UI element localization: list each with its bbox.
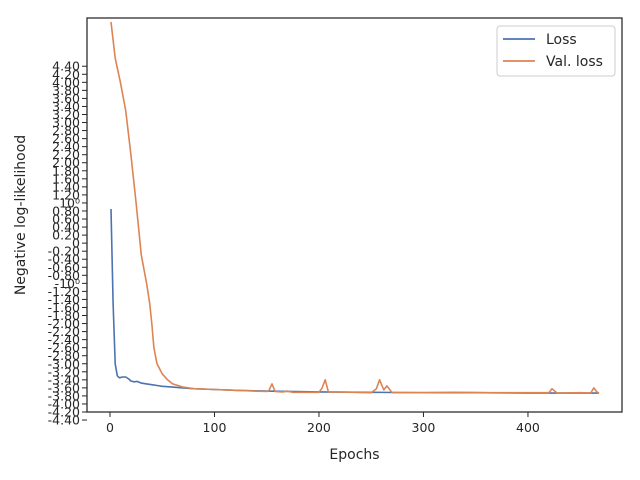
y-axis-ticks: 4.404.204.003.803.603.403.203.002.802.60… — [48, 59, 87, 428]
y-tick-label: 2.20 — [52, 147, 80, 162]
y-tick-label: -0.40 — [48, 252, 80, 267]
y-tick-label: -4.00 — [48, 396, 80, 411]
y-tick-label: 0.20 — [52, 228, 80, 243]
series-line-val-loss — [110, 21, 600, 394]
y-tick-label: -2.60 — [48, 340, 80, 355]
y-tick-label: -1.80 — [48, 308, 80, 323]
y-tick-label: -4.20 — [48, 405, 80, 420]
y-tick-label: -2.40 — [48, 332, 80, 347]
y-axis-label: Negative log-likelihood — [13, 135, 29, 295]
y-tick-label: 0.40 — [52, 220, 80, 235]
y-tick-label: 10⁰ — [59, 195, 80, 210]
y-tick-label: -3.80 — [48, 388, 80, 403]
y-tick-label: 1.40 — [52, 179, 80, 194]
series-lines — [110, 21, 600, 394]
y-tick-label: -3.40 — [48, 372, 80, 387]
x-tick-label: 100 — [203, 420, 227, 435]
y-tick-label: -2.20 — [48, 324, 80, 339]
y-tick-label: 1.80 — [52, 163, 80, 178]
y-tick-label: 1.60 — [52, 171, 80, 186]
y-tick-label: -0.80 — [48, 268, 80, 283]
y-tick-label: 2.80 — [52, 123, 80, 138]
y-tick-label: 3.60 — [52, 91, 80, 106]
y-tick-label: -0.60 — [48, 260, 80, 275]
legend-label-val-loss: Val. loss — [546, 54, 603, 70]
y-tick-label: -1.40 — [48, 292, 80, 307]
y-tick-label: 0.80 — [52, 203, 80, 218]
y-tick-label: 4.40 — [52, 59, 80, 74]
y-tick-label: -0.20 — [48, 244, 80, 259]
y-tick-label: -1.20 — [48, 284, 80, 299]
x-tick-label: 200 — [307, 420, 331, 435]
x-tick-label: 300 — [412, 420, 436, 435]
y-tick-label: 3.80 — [52, 83, 80, 98]
plot-frame — [86, 17, 623, 413]
y-tick-label: 4.20 — [52, 67, 80, 82]
y-tick-label: -3.20 — [48, 364, 80, 379]
y-tick-label: 3.40 — [52, 99, 80, 114]
series-line-loss — [110, 208, 599, 394]
x-tick-label: 400 — [516, 420, 540, 435]
y-tick-label: -1.60 — [48, 300, 80, 315]
legend-label-loss: Loss — [546, 32, 577, 48]
y-tick-label: -3.00 — [48, 356, 80, 371]
y-tick-label: 0 — [72, 236, 80, 251]
y-tick-label: -3.60 — [48, 380, 80, 395]
y-tick-label: 3.20 — [52, 107, 80, 122]
y-tick-label: 2.40 — [52, 139, 80, 154]
legend: Loss Val. loss — [496, 25, 616, 77]
x-axis-ticks: 0 100 200 300 400 — [106, 412, 540, 435]
x-axis-label: Epochs — [329, 447, 379, 463]
y-tick-label: -10⁰ — [55, 276, 80, 291]
y-tick-label: 3.00 — [52, 115, 80, 130]
y-tick-label: 2.60 — [52, 131, 80, 146]
y-tick-label: -2.80 — [48, 348, 80, 363]
y-tick-label: 0.60 — [52, 212, 80, 227]
y-tick-label: 1.20 — [52, 187, 80, 202]
y-tick-label: -2.00 — [48, 316, 80, 331]
y-tick-label: 4.00 — [52, 75, 80, 90]
plot-background — [87, 18, 622, 412]
y-tick-label: -4.40 — [48, 413, 80, 428]
x-tick-label: 0 — [106, 420, 114, 435]
y-tick-label: 2.00 — [52, 155, 80, 170]
